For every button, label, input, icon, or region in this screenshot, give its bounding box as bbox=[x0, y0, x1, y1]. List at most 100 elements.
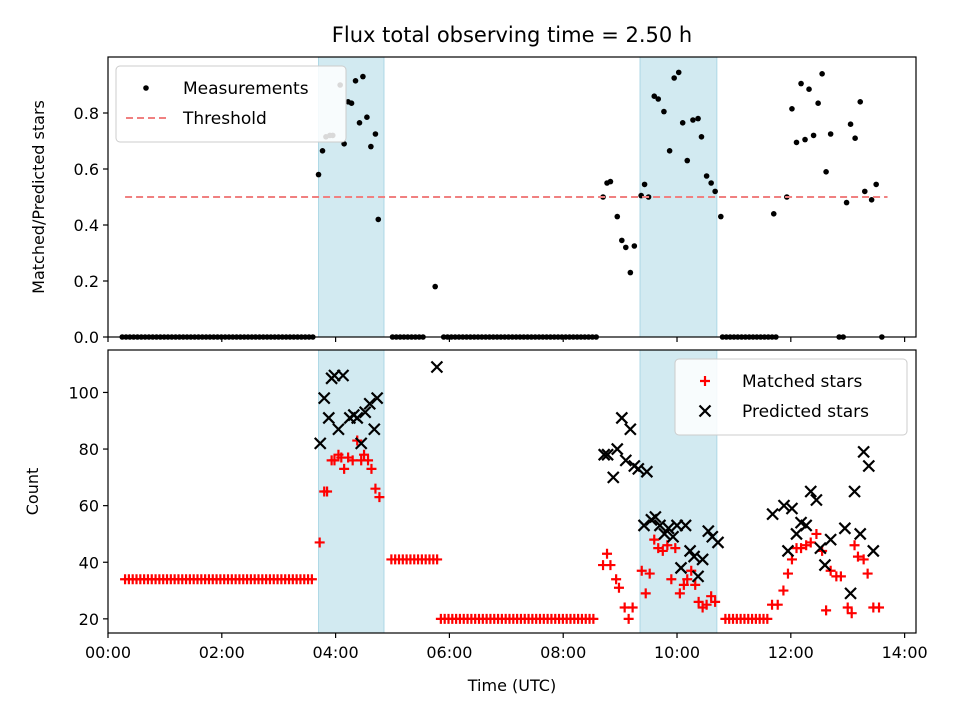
data-point bbox=[601, 448, 614, 461]
data-point bbox=[623, 613, 634, 624]
data-point bbox=[653, 519, 667, 532]
data-point bbox=[597, 448, 611, 461]
data-point bbox=[867, 544, 880, 558]
data-point bbox=[824, 533, 837, 546]
data-point bbox=[874, 602, 885, 613]
data-point bbox=[718, 213, 724, 220]
count-panel: 20 40 60 80 100 00:00 02:00 04:00 06:00 08:00 10:0… bbox=[23, 349, 928, 695]
data-point bbox=[610, 442, 624, 456]
data-point bbox=[678, 579, 689, 590]
data-point bbox=[712, 188, 718, 195]
legend-marker bbox=[698, 404, 712, 418]
data-point bbox=[359, 449, 370, 460]
data-point bbox=[810, 493, 823, 507]
data-point bbox=[354, 437, 368, 450]
data-point bbox=[690, 117, 696, 123]
data-point bbox=[818, 558, 832, 572]
data-point bbox=[799, 519, 813, 532]
data-point bbox=[684, 157, 691, 164]
data-point bbox=[370, 391, 384, 405]
data-point bbox=[619, 454, 633, 467]
data-point bbox=[332, 422, 345, 436]
data-point bbox=[762, 613, 773, 624]
legend: Measurements Threshold bbox=[115, 65, 347, 143]
data-point bbox=[322, 411, 336, 425]
data-point bbox=[607, 178, 614, 185]
data-point bbox=[661, 108, 667, 115]
axes-frame bbox=[107, 56, 917, 338]
data-point bbox=[857, 99, 864, 105]
data-point bbox=[711, 536, 725, 549]
data-point bbox=[317, 391, 331, 405]
data-point bbox=[868, 197, 875, 203]
series-predicted-stars bbox=[313, 360, 880, 600]
data-point bbox=[873, 181, 879, 188]
data-point bbox=[649, 534, 660, 545]
data-point bbox=[611, 574, 622, 585]
data-point bbox=[701, 599, 712, 610]
data-point bbox=[691, 570, 705, 583]
data-point bbox=[789, 106, 795, 112]
data-point bbox=[347, 455, 358, 466]
data-point bbox=[674, 561, 688, 575]
data-point bbox=[627, 602, 638, 613]
data-point bbox=[662, 522, 675, 535]
data-point bbox=[315, 171, 322, 178]
data-point bbox=[637, 519, 651, 532]
data-point bbox=[852, 551, 863, 562]
data-point bbox=[356, 120, 363, 126]
data-point bbox=[703, 173, 710, 179]
data-point bbox=[368, 422, 381, 436]
data-point bbox=[825, 565, 836, 576]
ratio-panel: 0.0 0.2 0.4 0.6 0.8 Matched/Predicted stars Me… bbox=[29, 56, 917, 347]
data-point bbox=[607, 471, 620, 484]
y-tick-label: 0.8 bbox=[74, 104, 99, 123]
data-point bbox=[352, 78, 359, 84]
data-point bbox=[708, 180, 714, 186]
data-point bbox=[605, 560, 616, 571]
x-tick-label: 00:00 bbox=[85, 643, 131, 662]
data-point bbox=[843, 199, 850, 206]
data-point bbox=[313, 437, 327, 450]
axes-frame bbox=[107, 349, 917, 634]
data-point bbox=[710, 596, 721, 607]
data-point bbox=[430, 360, 444, 374]
y-tick-label: 0.0 bbox=[74, 328, 99, 347]
data-point bbox=[627, 269, 634, 276]
legend-label: Predicted stars bbox=[742, 402, 869, 422]
data-point bbox=[782, 568, 793, 579]
data-point bbox=[613, 582, 624, 593]
data-point bbox=[847, 121, 854, 127]
data-point bbox=[360, 73, 366, 80]
y-tick-label: 0.4 bbox=[74, 216, 99, 235]
data-point bbox=[655, 96, 662, 102]
data-point bbox=[322, 486, 333, 497]
data-point bbox=[815, 100, 821, 106]
data-point bbox=[350, 411, 364, 425]
data-point bbox=[802, 136, 808, 143]
data-point bbox=[619, 237, 625, 244]
data-point bbox=[649, 510, 662, 524]
data-point bbox=[666, 530, 680, 544]
data-point bbox=[374, 492, 385, 503]
data-point bbox=[375, 216, 382, 223]
data-point bbox=[706, 591, 717, 602]
data-point bbox=[853, 527, 867, 541]
data-point bbox=[798, 80, 804, 87]
data-point bbox=[861, 188, 868, 195]
data-point bbox=[641, 181, 648, 188]
data-point bbox=[364, 114, 370, 120]
legend-label: Threshold bbox=[182, 109, 267, 129]
data-point bbox=[632, 462, 645, 476]
x-tick-label: 14:00 bbox=[882, 643, 928, 662]
data-point bbox=[821, 605, 832, 616]
legend-label: Measurements bbox=[183, 79, 309, 99]
x-tick-label: 08:00 bbox=[540, 643, 586, 662]
data-point bbox=[835, 571, 846, 582]
data-point bbox=[372, 131, 379, 137]
data-point bbox=[848, 485, 861, 498]
data-point bbox=[842, 602, 853, 613]
data-point bbox=[686, 565, 697, 576]
data-point bbox=[339, 463, 350, 474]
